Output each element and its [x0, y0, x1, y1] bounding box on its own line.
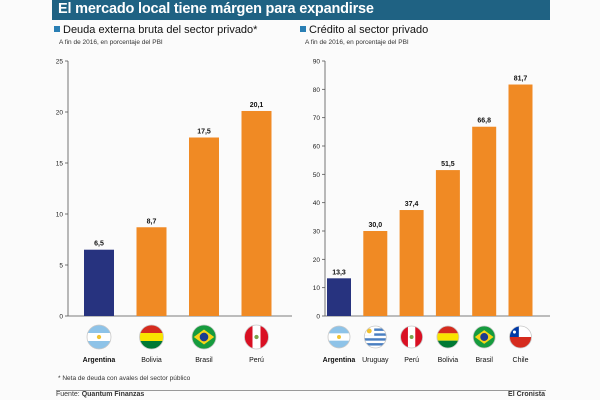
category-label: Argentina — [83, 357, 116, 364]
y-tick-label: 15 — [56, 161, 64, 168]
peru-flag-icon — [244, 324, 269, 350]
chart2-subtitle: A fin de 2016, en porcentaje del PBI — [305, 39, 409, 46]
brazil-flag-icon — [191, 324, 217, 350]
brazil-flag-icon — [472, 325, 496, 349]
footer-source: Fuente: Quantum Finanzas — [56, 391, 144, 398]
source-name: Quantum Finanzas — [81, 391, 145, 398]
bar-value-label: 13,3 — [332, 269, 346, 276]
bar-value-label: 30,0 — [368, 222, 382, 229]
y-tick-label: 80 — [313, 87, 321, 94]
bar-bolivia — [435, 170, 460, 316]
y-tick-label: 0 — [59, 314, 63, 321]
category-label: Perú — [249, 357, 264, 364]
footnote: * Neta de deuda con avales del sector pú… — [58, 375, 191, 382]
argentina-flag-icon — [327, 325, 351, 349]
category-label: Argentina — [323, 357, 356, 364]
bar-value-label: 51,5 — [441, 161, 455, 168]
footer-brand: El Cronista — [508, 391, 545, 398]
peru-flag-icon — [400, 325, 424, 349]
category-label: Brasil — [475, 357, 493, 364]
y-tick-label: 60 — [313, 144, 321, 151]
y-tick-label: 5 — [59, 263, 63, 270]
bar-value-label: 8,7 — [147, 218, 157, 225]
bar-argentina — [327, 278, 351, 316]
chile-flag-icon — [509, 325, 532, 349]
argentina-flag-icon — [86, 324, 112, 350]
bar-value-label: 66,8 — [477, 118, 491, 125]
category-label: Brasil — [195, 357, 213, 364]
category-label: Perú — [404, 357, 419, 364]
bolivia-flag-icon — [139, 324, 164, 350]
y-tick-label: 10 — [56, 212, 64, 219]
source-label: Fuente: — [56, 391, 80, 398]
bar-argentina — [84, 249, 114, 316]
y-tick-label: 10 — [313, 285, 321, 292]
uruguay-flag-icon — [363, 325, 387, 349]
category-label: Bolivia — [438, 357, 459, 364]
category-label: Bolivia — [141, 357, 162, 364]
y-tick-label: 70 — [313, 115, 321, 122]
bar-value-label: 6,5 — [94, 241, 104, 248]
page-title: El mercado local tiene márgen para expan… — [58, 1, 374, 17]
category-label: Uruguay — [362, 357, 389, 364]
bar-uruguay — [363, 231, 388, 316]
bullet-square-icon — [300, 26, 306, 32]
y-tick-label: 20 — [56, 110, 64, 117]
chart2-title: Crédito al sector privado — [309, 24, 429, 36]
chart1-subtitle: A fin de 2016, en porcentaje del PBI — [59, 39, 163, 46]
bar-brasil — [189, 137, 219, 316]
y-tick-label: 0 — [316, 314, 320, 321]
bar-value-label: 37,4 — [405, 201, 419, 208]
bullet-square-icon — [54, 26, 60, 32]
bar-value-label: 20,1 — [250, 102, 264, 109]
footer-divider — [56, 390, 546, 391]
y-tick-label: 20 — [313, 257, 321, 264]
header-bar: El mercado local tiene márgen para expan… — [52, 0, 550, 20]
y-tick-label: 40 — [313, 200, 321, 207]
bolivia-flag-icon — [436, 325, 460, 349]
bar-perú — [241, 110, 272, 316]
bar-chile — [508, 84, 533, 317]
y-tick-label: 50 — [313, 172, 321, 179]
chart1-title-row: Deuda externa bruta del sector privado* — [54, 24, 257, 36]
bar-value-label: 17,5 — [197, 129, 211, 136]
y-tick-label: 30 — [313, 229, 321, 236]
chart1-title: Deuda externa bruta del sector privado* — [63, 24, 258, 36]
category-label: Chile — [513, 357, 529, 364]
chart2-title-row: Crédito al sector privado — [300, 24, 428, 36]
y-tick-label: 90 — [313, 59, 321, 66]
bar-bolivia — [136, 227, 167, 316]
bar-brasil — [472, 126, 497, 316]
bar-perú — [399, 210, 424, 316]
bar-value-label: 81,7 — [514, 76, 528, 83]
y-tick-label: 25 — [56, 59, 64, 66]
